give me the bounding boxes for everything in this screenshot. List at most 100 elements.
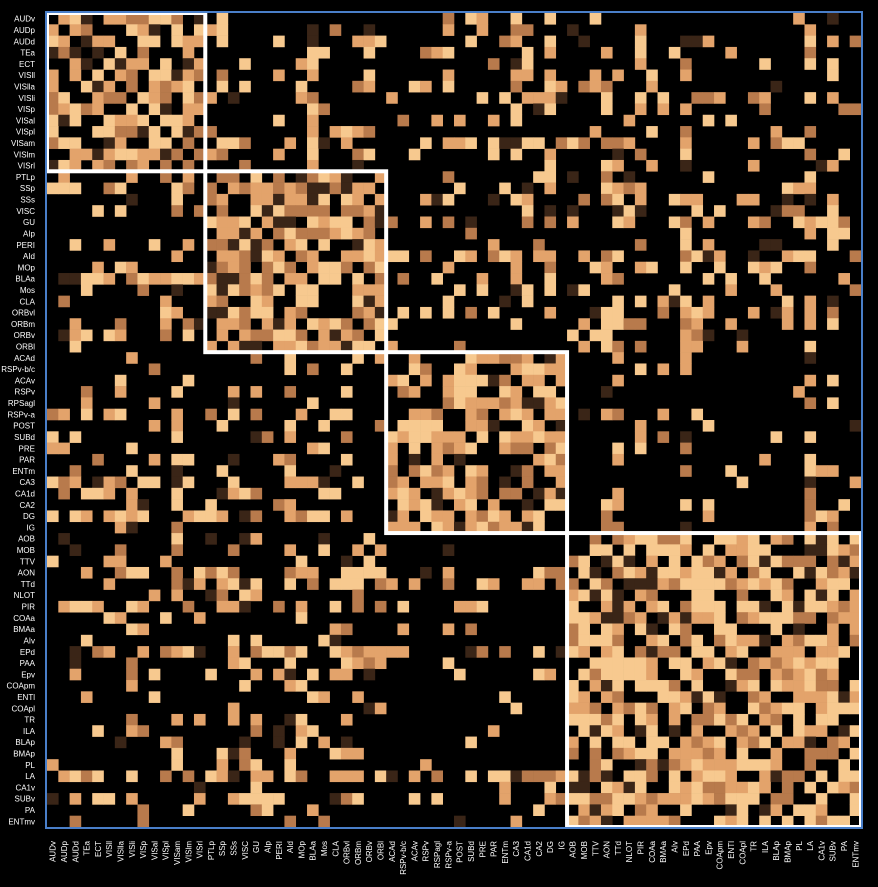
matrix-cell	[680, 634, 692, 647]
matrix-cell	[261, 273, 274, 285]
matrix-cell	[623, 318, 636, 330]
matrix-cell	[533, 804, 545, 816]
matrix-cell	[544, 352, 557, 364]
matrix-cell	[770, 668, 783, 681]
matrix-cell	[58, 46, 70, 59]
matrix-cell	[657, 815, 670, 828]
matrix-cell	[691, 589, 704, 602]
matrix-cell	[646, 657, 658, 670]
matrix-cell	[284, 273, 297, 285]
matrix-cell	[284, 420, 297, 432]
matrix-cell	[634, 35, 647, 48]
matrix-cell	[227, 250, 240, 263]
matrix-cell	[668, 578, 681, 590]
matrix-cell	[58, 273, 70, 285]
matrix-cell	[227, 340, 240, 353]
matrix-cell	[849, 284, 862, 296]
matrix-cell	[589, 815, 602, 828]
matrix-cell	[646, 793, 658, 805]
matrix-cell	[521, 58, 534, 70]
matrix-cell	[623, 566, 636, 579]
matrix-cell	[80, 13, 93, 25]
matrix-cell	[612, 781, 624, 794]
matrix-cell	[193, 578, 206, 590]
matrix-cell	[295, 646, 308, 658]
matrix-cell	[499, 781, 511, 794]
matrix-cell	[92, 80, 104, 93]
matrix-cell	[567, 171, 579, 183]
matrix-cell	[793, 725, 805, 737]
matrix-cell	[714, 747, 726, 760]
matrix-cell	[307, 58, 319, 70]
matrix-cell	[261, 216, 274, 229]
matrix-cell	[668, 815, 681, 828]
column-label: Epv	[704, 841, 713, 855]
matrix-cell	[657, 103, 670, 116]
matrix-cell	[827, 35, 839, 48]
matrix-cell	[476, 521, 489, 534]
matrix-cell	[363, 80, 376, 93]
matrix-cell	[171, 284, 183, 296]
matrix-cell	[148, 148, 161, 161]
matrix-cell	[295, 250, 308, 263]
column-label: SUBv	[829, 841, 838, 861]
matrix-cell	[148, 397, 161, 409]
matrix-cell	[521, 46, 534, 59]
matrix-cell	[657, 533, 670, 545]
matrix-cell	[80, 566, 93, 579]
matrix-cell	[702, 713, 715, 726]
matrix-cell	[725, 759, 737, 771]
module-box	[384, 350, 570, 536]
matrix-cell	[646, 804, 658, 816]
matrix-cell	[623, 114, 636, 127]
matrix-cell	[420, 510, 432, 523]
matrix-cell	[216, 566, 229, 579]
matrix-cell	[544, 92, 557, 104]
matrix-cell	[804, 521, 817, 534]
matrix-cell	[284, 759, 297, 771]
matrix-cell	[770, 725, 783, 737]
matrix-cell	[589, 126, 602, 138]
matrix-cell	[544, 487, 557, 500]
matrix-cell	[69, 46, 82, 59]
matrix-cell	[137, 646, 150, 658]
matrix-cell	[69, 600, 82, 613]
matrix-cell	[680, 58, 692, 70]
matrix-cell	[374, 295, 387, 308]
matrix-cell	[69, 13, 82, 25]
matrix-cell	[680, 793, 692, 805]
matrix-cell	[691, 250, 704, 263]
matrix-cell	[555, 578, 568, 590]
matrix-cell	[69, 239, 82, 251]
matrix-cell	[103, 476, 116, 489]
matrix-cell	[284, 499, 297, 511]
row-label: TTV	[20, 557, 36, 566]
column-label: PTLp	[207, 840, 216, 860]
matrix-cell	[533, 578, 545, 590]
matrix-cell	[205, 306, 217, 319]
matrix-cell	[567, 781, 579, 794]
matrix-cell	[374, 318, 387, 330]
matrix-cell	[555, 431, 568, 443]
matrix-cell	[205, 239, 217, 251]
matrix-cell	[182, 92, 195, 104]
matrix-cell	[284, 646, 297, 658]
matrix-cell	[680, 499, 692, 511]
matrix-cell	[307, 566, 319, 579]
matrix-cell	[307, 318, 319, 330]
matrix-cell	[725, 114, 737, 127]
matrix-cell	[397, 250, 410, 263]
matrix-cell	[374, 544, 387, 556]
matrix-cell	[793, 137, 805, 149]
matrix-cell	[47, 759, 59, 771]
row-label: COApl	[11, 704, 35, 713]
matrix-cell	[137, 13, 150, 25]
matrix-cell	[284, 137, 297, 149]
matrix-cell	[544, 408, 557, 421]
matrix-cell	[714, 815, 726, 828]
matrix-cell	[691, 408, 704, 421]
matrix-cell	[465, 397, 477, 409]
matrix-cell	[578, 137, 590, 149]
matrix-cell	[476, 92, 489, 104]
matrix-cell	[465, 487, 477, 500]
